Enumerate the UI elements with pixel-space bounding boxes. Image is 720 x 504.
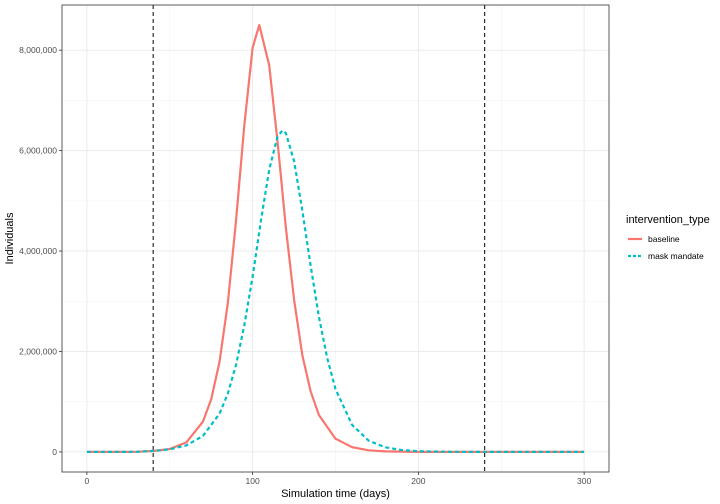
y-tick-label: 6,000,000 bbox=[19, 146, 57, 156]
series-lines bbox=[86, 24, 585, 453]
y-tick-label: 8,000,000 bbox=[19, 45, 57, 55]
plot-panel-border bbox=[61, 4, 610, 473]
y-tick-label: 0 bbox=[52, 447, 57, 457]
x-tick-label: 200 bbox=[411, 476, 425, 486]
series-line-mask-mandate bbox=[86, 129, 585, 453]
y-tick-label: 2,000,000 bbox=[19, 346, 57, 356]
legend: intervention_type baseline mask mandate bbox=[626, 214, 710, 261]
vertical-reference-lines bbox=[152, 5, 486, 472]
y-axis-title: Individuals bbox=[4, 212, 16, 264]
x-tick-label: 0 bbox=[84, 476, 89, 486]
x-tick-label: 300 bbox=[577, 476, 591, 486]
x-axis-title: Simulation time (days) bbox=[281, 488, 390, 500]
y-axis: 0 2,000,000 4,000,000 6,000,000 8,000,000 bbox=[19, 45, 62, 457]
x-tick-label: 100 bbox=[246, 476, 260, 486]
legend-title: intervention_type bbox=[626, 214, 710, 226]
legend-label: mask mandate bbox=[648, 251, 704, 261]
legend-label: baseline bbox=[648, 234, 680, 244]
grid bbox=[62, 5, 609, 472]
x-axis: 0 100 200 300 bbox=[84, 472, 591, 486]
y-tick-label: 4,000,000 bbox=[19, 246, 57, 256]
